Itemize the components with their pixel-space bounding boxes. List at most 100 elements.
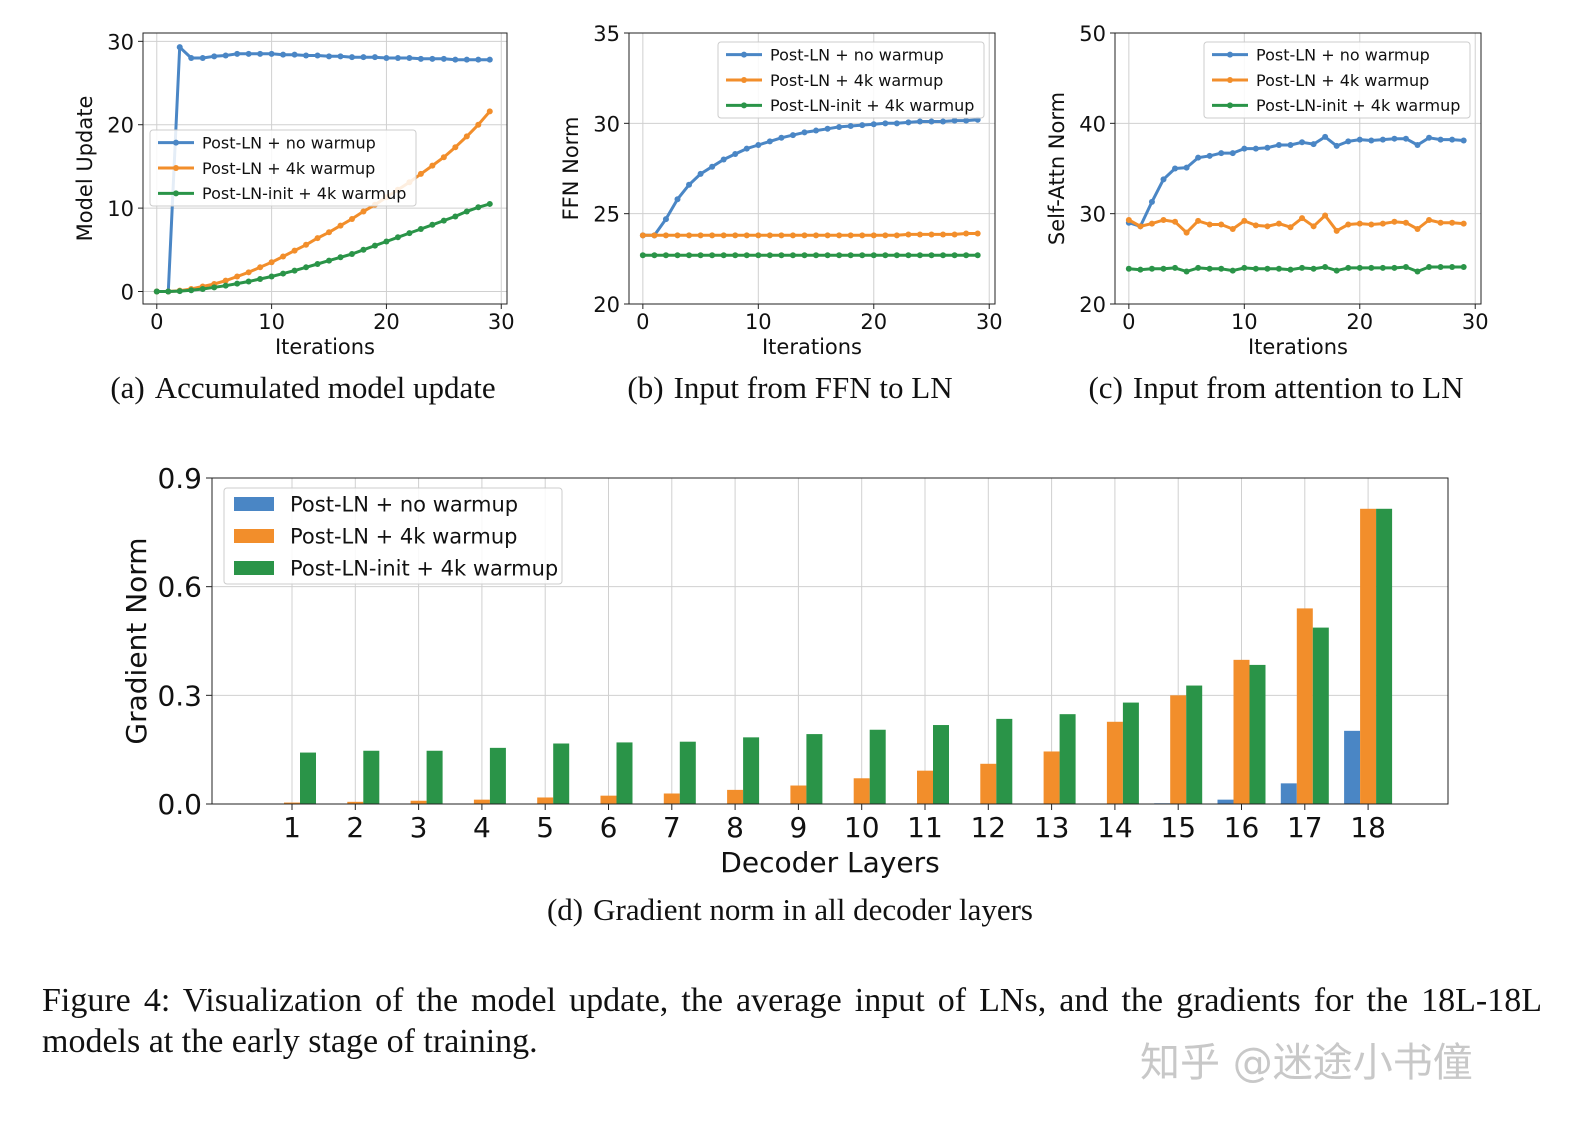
data-point-blue	[1287, 142, 1294, 149]
data-point-orange	[429, 162, 436, 169]
data-point-green	[916, 252, 923, 259]
bar-green-layer-7	[679, 741, 696, 804]
data-point-orange	[686, 232, 693, 239]
bar-orange-layer-13	[1043, 751, 1060, 804]
data-point-green	[268, 273, 275, 280]
panel-a-model-update: 0 10 20 30 0 10 20 30 Iterations Model Update Post…	[73, 30, 515, 405]
bar-green-layer-15	[1186, 685, 1203, 804]
y-axis-label: Self-Attn Norm	[1045, 92, 1069, 245]
data-point-orange	[1195, 217, 1202, 224]
data-point-blue	[1402, 135, 1409, 142]
data-point-green	[1356, 264, 1363, 271]
data-point-green	[1379, 264, 1386, 271]
data-point-blue	[697, 170, 704, 177]
data-point-blue	[440, 55, 447, 62]
bar-orange-layer-3	[410, 800, 427, 804]
legend-marker-green	[1227, 102, 1233, 109]
data-point-orange	[1379, 220, 1386, 227]
data-point-blue	[1437, 136, 1444, 143]
bar-green-layer-11	[933, 725, 949, 804]
panel-caption-c: (c) Input from attention to LN	[1088, 370, 1463, 405]
data-point-green	[743, 252, 750, 259]
data-point-blue	[951, 117, 958, 124]
data-point-orange	[801, 232, 808, 239]
y-tick-label: 30	[1079, 203, 1106, 227]
data-point-orange	[475, 121, 482, 128]
bar-green-layer-4	[489, 747, 506, 804]
legend-swatch-blue	[234, 497, 274, 511]
data-point-orange	[974, 230, 981, 237]
series-line-blue	[1128, 135, 1464, 228]
bar-orange-layer-4	[473, 799, 490, 804]
data-point-blue	[709, 163, 716, 170]
y-tick-label: 35	[593, 22, 620, 46]
bar-green-layer-6	[616, 742, 633, 804]
legend-marker-blue	[1227, 51, 1233, 58]
x-tick-label: 18	[1350, 811, 1386, 844]
x-tick-label: 0	[636, 310, 649, 334]
data-point-green	[1333, 267, 1340, 274]
data-point-orange	[1287, 224, 1294, 231]
data-point-orange	[1252, 222, 1259, 229]
panel-caption-text-d: Gradient norm in all decoder layers	[593, 892, 1033, 927]
data-point-green	[153, 288, 160, 295]
legend-label: Post-LN-init + 4k warmup	[202, 184, 406, 203]
data-point-blue	[1148, 198, 1155, 205]
data-point-green	[778, 252, 785, 259]
bar-green-layer-10	[869, 729, 886, 804]
data-point-green	[1172, 264, 1179, 271]
data-point-blue	[1183, 164, 1190, 171]
bar-orange-layer-16	[1233, 659, 1250, 804]
data-point-green	[662, 252, 669, 259]
bar-green-layer-2	[363, 750, 380, 804]
data-point-green	[475, 204, 482, 211]
x-tick-label: 8	[726, 811, 744, 844]
data-point-blue	[1345, 138, 1352, 145]
data-point-orange	[245, 269, 252, 276]
data-point-green	[1310, 265, 1317, 272]
data-point-green	[199, 285, 206, 292]
data-point-blue	[475, 56, 482, 63]
data-point-orange	[360, 208, 367, 215]
data-point-blue	[1449, 136, 1456, 143]
data-point-green	[1402, 263, 1409, 270]
data-point-blue	[176, 44, 183, 51]
panel-caption-tag-d: (d)	[547, 892, 583, 927]
legend-label: Post-LN + 4k warmup	[290, 525, 517, 549]
data-point-orange	[1125, 216, 1132, 223]
data-point-green	[1229, 267, 1236, 274]
x-tick-label: 12	[970, 811, 1006, 844]
data-point-blue	[326, 53, 333, 60]
y-tick-label: 30	[107, 30, 134, 54]
x-tick-label: 20	[860, 310, 887, 334]
data-point-blue	[674, 196, 681, 203]
data-point-green	[165, 288, 172, 295]
panel-caption-a: (a) Accumulated model update	[110, 370, 495, 405]
bar-orange-layer-7	[663, 793, 680, 804]
data-point-blue	[234, 50, 241, 57]
legend-frame-d	[223, 487, 563, 585]
series-line-green	[1128, 265, 1464, 273]
panel-b-ffn-norm: 0 10 20 30 20 25 30 35 Iterations FFN Norm Post-LN…	[559, 22, 1003, 405]
data-point-blue	[268, 50, 275, 57]
data-point-orange	[732, 232, 739, 239]
data-point-blue	[755, 142, 762, 149]
x-tick-label: 4	[473, 811, 491, 844]
data-point-green	[245, 278, 252, 285]
data-point-green	[211, 284, 218, 291]
legend-frame-b	[717, 41, 985, 119]
legend-marker-blue	[173, 139, 179, 146]
data-point-green	[1426, 263, 1433, 270]
x-axis-label: Iterations	[1248, 335, 1348, 359]
data-point-blue	[893, 120, 900, 127]
data-point-green	[1414, 268, 1421, 275]
bar-green-layer-13	[1059, 714, 1076, 804]
plot-frame	[211, 477, 1449, 805]
legend-label: Post-LN + 4k warmup	[202, 159, 375, 178]
data-point-green	[1437, 263, 1444, 270]
data-point-blue	[1160, 176, 1167, 183]
bar-orange-layer-18	[1360, 508, 1377, 804]
data-point-green	[1460, 263, 1467, 270]
data-point-orange	[222, 277, 229, 284]
